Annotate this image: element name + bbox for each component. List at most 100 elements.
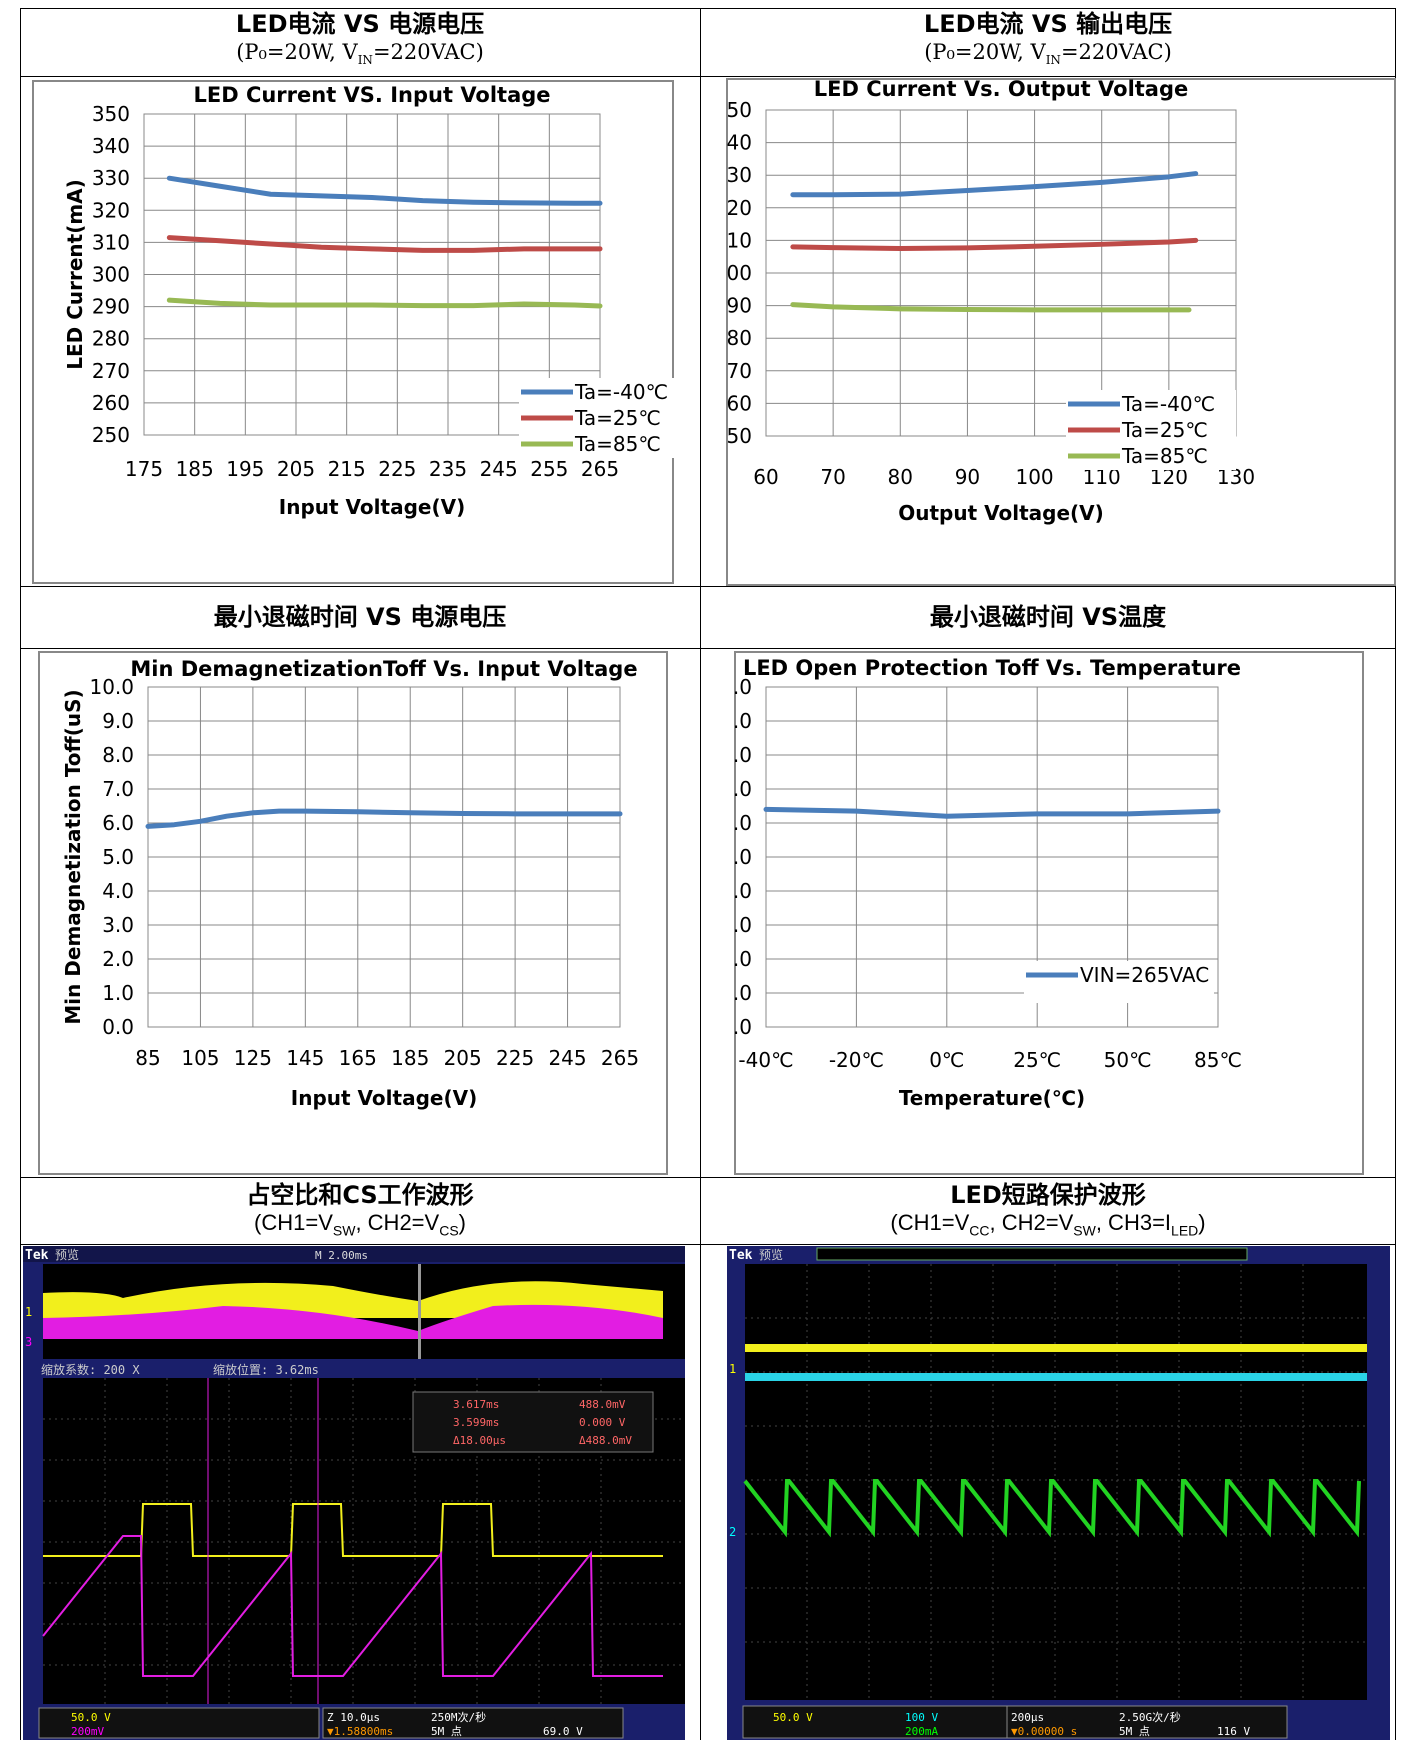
oscilloscope-screenshot-2: Tek 预览 1 2 50.0 V 100 V 200mA 200μs ▼0.0… [727, 1246, 1390, 1740]
y-tick-label: 7.0 [102, 777, 134, 801]
legend-label: VIN=265VAC [1080, 963, 1209, 987]
cell-title: 最小退磁时间 VS温度 [929, 603, 1167, 631]
x-tick-label: 225 [378, 457, 416, 481]
y-tick-label: 290 [92, 295, 130, 319]
table-row-line [20, 1244, 1396, 1245]
chart-title: LED Current Vs. Output Voltage [814, 78, 1189, 101]
series-line-Ta=25℃ [166, 235, 603, 253]
x-tick-label: 255 [530, 457, 568, 481]
y-tick-label: 6.0 [102, 811, 134, 835]
chart-title: LED Current VS. Input Voltage [193, 83, 550, 107]
y-tick-label: 280 [726, 326, 752, 350]
legend-label: Ta=25℃ [1121, 418, 1208, 442]
x-tick-label: -20℃ [829, 1048, 884, 1072]
y-tick-label: 6.0 [734, 811, 752, 835]
cell-title: LED电流 VS 输出电压 [923, 10, 1173, 38]
ch3-scale: 200mV [71, 1725, 104, 1738]
series-line-Ta=-40℃ [166, 175, 603, 206]
chart-led-current-vs-input-voltage: LED Current VS. Input Voltage 350 340 330 32… [32, 80, 674, 584]
zoom-time-scale: Z 10.0μs [327, 1711, 380, 1724]
y-axis-label: LED Current(mA) [63, 179, 87, 370]
y-tick-label: 280 [92, 327, 130, 351]
series-line-Ta=25℃ [790, 237, 1199, 252]
series-line-Ta=85℃ [166, 297, 603, 309]
cell-title: 占空比和CS工作波形 [246, 1181, 474, 1209]
scope2-mode: 预览 [759, 1247, 783, 1262]
x-tick-label: 195 [226, 457, 264, 481]
y-tick-label: 3.0 [734, 913, 752, 937]
cell-title: LED电流 VS 电源电压 [235, 10, 485, 38]
cell-subtitle: (CH1=VSW, CH2=VCS) [254, 1210, 466, 1239]
x-tick-label: 165 [339, 1046, 377, 1070]
y-tick-label: 9.0 [734, 709, 752, 733]
scope1-zoom-factor: 缩放系数: 200 X [41, 1362, 140, 1377]
x-tick-label: 125 [234, 1046, 272, 1070]
cell-subtitle: (P₀=20W, VIN=220VAC) [236, 40, 484, 68]
legend-label: Ta=25℃ [574, 406, 661, 430]
y-tick-label: 4.0 [734, 879, 752, 903]
y-tick-label: 5.0 [102, 845, 134, 869]
trigger-level: 69.0 V [543, 1725, 583, 1738]
ch1-marker-icon: 1 [729, 1362, 736, 1376]
x-axis-label: Temperature(℃) [899, 1086, 1085, 1110]
cell-subtitle: (CH1=VCC, CH2=VSW, CH3=ILED) [890, 1210, 1206, 1239]
chart-frame [726, 78, 1396, 586]
sample-rate: 250M次/秒 [431, 1710, 486, 1724]
table-border-left [20, 8, 21, 1740]
x-tick-label: 105 [181, 1046, 219, 1070]
chart-led-current-vs-output-voltage: LED Current Vs. Output Voltage 350 340 330 3… [726, 78, 1396, 586]
y-tick-label: 260 [726, 391, 752, 415]
cursor-a-value: 488.0mV [579, 1398, 626, 1411]
x-tick-label: 265 [601, 1046, 639, 1070]
time-scale: 200μs [1011, 1711, 1044, 1724]
x-axis-label: Output Voltage(V) [898, 501, 1104, 525]
y-tick-label: 300 [726, 261, 752, 285]
chart-frame [32, 80, 674, 584]
legend-label: Ta=-40℃ [1121, 392, 1215, 416]
x-tick-label: 175 [125, 457, 163, 481]
x-tick-label: 225 [496, 1046, 534, 1070]
cell-header-2: LED电流 VS 输出电压 (P₀=20W, VIN=220VAC) [701, 9, 1395, 73]
x-axis-label: Input Voltage(V) [279, 495, 465, 519]
cell-header-1: LED电流 VS 电源电压 (P₀=20W, VIN=220VAC) [20, 9, 700, 73]
cell-header-4: 最小退磁时间 VS温度 [701, 602, 1395, 632]
x-tick-label: 185 [176, 457, 214, 481]
y-tick-label: 1.0 [734, 981, 752, 1005]
table-row-line [20, 1177, 1396, 1178]
series-line-Ta=-40℃ [790, 171, 1199, 198]
sample-rate: 2.50G次/秒 [1119, 1710, 1181, 1724]
y-tick-label: 250 [726, 424, 752, 448]
oscilloscope-screenshot-1: Tek 预览 M 2.00ms 1 3 缩放系数: 200 X 缩放位置: 3.… [23, 1246, 685, 1740]
y-tick-label: 270 [92, 359, 130, 383]
y-tick-label: 3.0 [102, 913, 134, 937]
y-tick-label: 2.0 [734, 947, 752, 971]
y-tick-label: 320 [92, 198, 130, 222]
x-tick-label: 185 [391, 1046, 429, 1070]
x-tick-label: 25℃ [1013, 1048, 1061, 1072]
series-line-VIN=265VAC [763, 806, 1221, 819]
legend-label: Ta=85℃ [574, 432, 661, 456]
scope1-brand: Tek [25, 1248, 49, 1263]
y-tick-label: 330 [92, 166, 130, 190]
scope1-mode: 预览 [55, 1247, 79, 1262]
y-tick-label: 0.0 [734, 1015, 752, 1039]
x-tick-label: 0℃ [929, 1048, 964, 1072]
y-tick-label: 340 [92, 134, 130, 158]
x-axis-label: Input Voltage(V) [291, 1086, 477, 1110]
table-row-line [20, 586, 1396, 587]
x-tick-label: 90 [955, 465, 980, 489]
y-tick-label: 8.0 [734, 743, 752, 767]
record-length: 5M 点 [1119, 1725, 1150, 1738]
x-tick-label: 85 [135, 1046, 160, 1070]
ch1-marker-icon: 1 [25, 1305, 32, 1319]
y-tick-label: 330 [726, 163, 752, 187]
x-tick-label: 215 [328, 457, 366, 481]
scope2-display: Tek 预览 1 2 50.0 V 100 V 200mA 200μs ▼0.0… [727, 1246, 1390, 1740]
y-tick-label: 1.0 [102, 981, 134, 1005]
legend [1024, 961, 1214, 1003]
x-tick-label: 265 [581, 457, 619, 481]
y-tick-label: 260 [92, 391, 130, 415]
ch2-marker-icon: 2 [729, 1525, 736, 1539]
table-row-line [20, 648, 1396, 649]
cell-subtitle: (P₀=20W, VIN=220VAC) [924, 40, 1172, 68]
